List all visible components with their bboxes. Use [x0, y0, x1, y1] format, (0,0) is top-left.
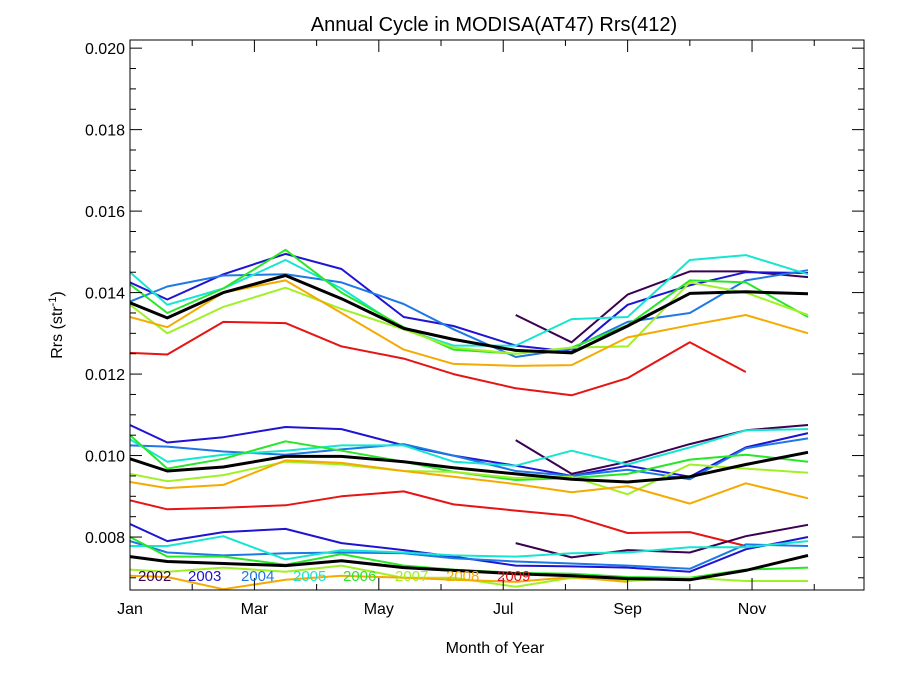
x-axis-label: Month of Year — [446, 640, 545, 657]
y-tick-label: 0.020 — [85, 41, 125, 58]
legend: 2002 2003 2004 2005 2006 2007 2008 2009 — [138, 568, 530, 585]
legend-entry-2008: 2008 — [446, 568, 479, 585]
x-tick-label: Nov — [738, 601, 766, 618]
plot-frame — [129, 39, 865, 591]
legend-entry-2003: 2003 — [188, 568, 221, 585]
x-tick-label: Jan — [117, 601, 143, 618]
y-tick-label: 0.012 — [85, 367, 125, 384]
y-tick-label: 0.010 — [85, 449, 125, 466]
y-tick-label: 0.008 — [85, 530, 125, 547]
legend-entry-2004: 2004 — [241, 568, 274, 585]
x-tick-label: Jul — [493, 601, 513, 618]
x-tick-label: Sep — [613, 601, 642, 618]
series-line-2004-band-3 — [130, 540, 809, 570]
y-axis-label-sup: -1 — [47, 297, 59, 307]
series-line-2009-band-2 — [130, 490, 747, 547]
x-tick-label: Mar — [241, 601, 269, 618]
series-line-2002-band-3 — [515, 523, 809, 559]
series-line-2004-band-1 — [130, 269, 809, 358]
legend-entry-2006: 2006 — [343, 568, 376, 585]
x-tick-label: May — [364, 601, 394, 618]
y-axis-label-main: Rrs (str — [49, 306, 66, 359]
series-line-2008-band-2 — [130, 459, 809, 505]
tick-labels: Jan Mar May Jul Sep Nov 0.008 0.010 0.012 0.014 0.… — [85, 41, 766, 618]
legend-entry-2009: 2009 — [497, 568, 530, 585]
series-line-2007-band-2 — [130, 460, 809, 496]
series-line-2005-band-2 — [130, 428, 809, 467]
series-line-mean-band-1 — [130, 274, 809, 355]
series-line-2009-band-1 — [130, 320, 747, 397]
series-line-2007-band-3 — [130, 564, 808, 588]
chart-title: Annual Cycle in MODISA(AT47) Rrs(412) — [311, 14, 677, 36]
series-line-2003-band-3 — [130, 523, 809, 573]
y-tick-label: 0.018 — [85, 123, 125, 140]
y-axis-label-close: ) — [49, 291, 66, 296]
series-line-mean-band-3 — [130, 553, 809, 582]
y-axis-label: Rrs (str-1) — [47, 291, 66, 359]
series-line-2007-band-1 — [130, 281, 809, 355]
legend-entry-2005: 2005 — [293, 568, 326, 585]
series-line-2006-band-1 — [130, 248, 809, 355]
series-line-2005-band-3 — [130, 535, 809, 561]
y-tick-label: 0.014 — [85, 286, 125, 303]
y-tick-label: 0.016 — [85, 204, 125, 221]
series-line-2008-band-3 — [130, 574, 628, 590]
plot-lines — [130, 248, 809, 590]
legend-entry-2002: 2002 — [138, 568, 171, 585]
series-line-2004-band-2 — [130, 437, 809, 481]
axis-ticks — [129, 40, 864, 590]
series-line-mean-band-2 — [130, 450, 809, 484]
legend-entry-2007: 2007 — [395, 568, 428, 585]
series-line-2003-band-1 — [130, 252, 809, 353]
series-line-2005-band-1 — [130, 254, 809, 347]
